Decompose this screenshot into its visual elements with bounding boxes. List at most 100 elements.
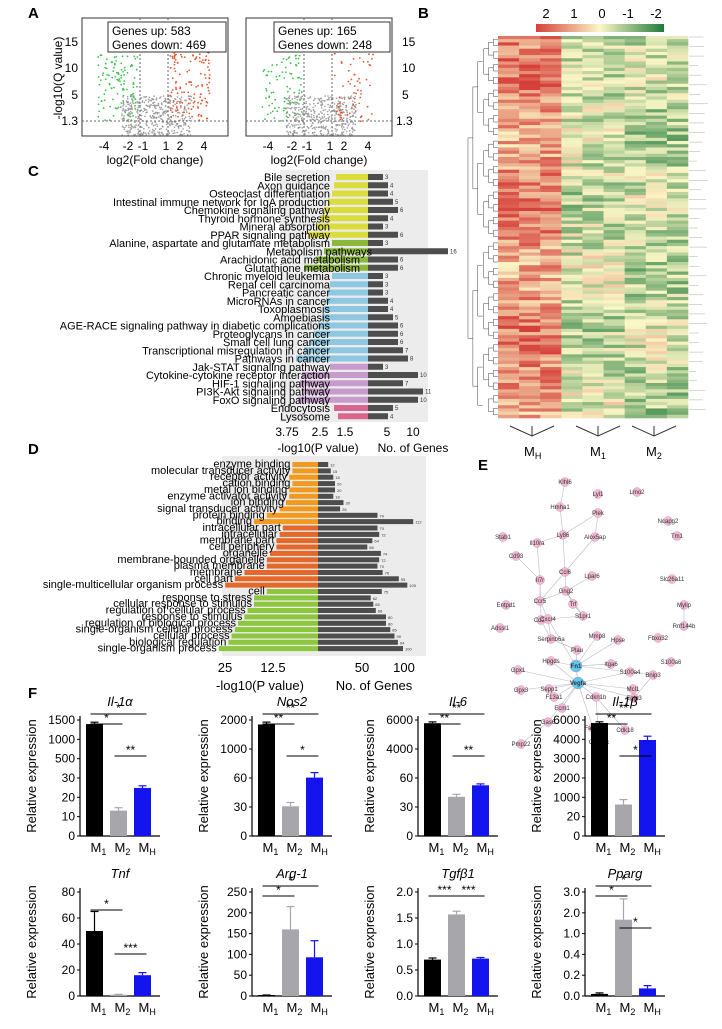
- heatmap-cell: [498, 271, 520, 276]
- network-node: Cdk18: [616, 725, 634, 735]
- volcano-point: [310, 110, 313, 112]
- heatmap-cell: [561, 322, 583, 326]
- volcano-point: [140, 132, 143, 134]
- heatmap-cell: [603, 217, 625, 221]
- heatmap-cell: [666, 414, 689, 419]
- heatmap-cell: [540, 211, 562, 215]
- volcano-point: [157, 104, 160, 106]
- heatmap-cell: [624, 293, 647, 298]
- heatmap-cell: [498, 112, 520, 116]
- heatmap-cell: [519, 382, 541, 387]
- heatmap-cell: [603, 236, 625, 241]
- network-node-label: Plau: [571, 648, 583, 654]
- volcano-point: [323, 113, 326, 116]
- volcano-point-down: [123, 80, 126, 82]
- heatmap-cell: [645, 249, 668, 253]
- volcano-point-up: [201, 83, 203, 86]
- bar-chart-bar: [424, 723, 441, 836]
- volcano-point-up: [360, 90, 362, 92]
- volcano-ylabel: -log10(Q value): [51, 37, 65, 120]
- volcano-point: [188, 127, 191, 129]
- network-node: Mmp8: [589, 631, 606, 641]
- heatmap-cell: [645, 312, 668, 317]
- heatmap-cell: [645, 262, 668, 266]
- volcano-plots: Genes up: 583 Genes down: 469 15 10 5 1.…: [51, 17, 416, 167]
- heatmap-cell: [519, 274, 541, 279]
- heatmap-cell: [666, 217, 689, 221]
- network-node-circle: [648, 670, 658, 680]
- heatmap-cell: [624, 121, 647, 126]
- volcano-point: [153, 132, 155, 134]
- heatmap-cell: [561, 249, 583, 253]
- heatmap-cell: [645, 188, 668, 193]
- bar-chart-xtick: M1: [91, 840, 107, 857]
- heatmap-cell: [624, 344, 647, 349]
- bar-chart-ytick: 1.0: [396, 937, 413, 951]
- network-node: Entpd1: [496, 600, 516, 610]
- volcano-point-down: [111, 76, 114, 79]
- heatmap-cell: [666, 382, 689, 387]
- volcano-point-up: [333, 74, 336, 77]
- heatmap-cell: [666, 405, 689, 409]
- heatmap-cell: [624, 300, 647, 304]
- heatmap-cell: [540, 255, 562, 260]
- volcano-point: [129, 105, 131, 107]
- heatmap-cell: [498, 125, 520, 129]
- heatmap-cell: [666, 156, 689, 161]
- volcano-point: [319, 101, 322, 103]
- kegg-count-bar: [368, 240, 383, 246]
- volcano-point-up: [360, 93, 362, 95]
- volcano-point-up: [189, 81, 191, 84]
- bar-chart-bar: [258, 724, 275, 836]
- heatmap-cell: [561, 411, 583, 416]
- volcano-ytick: 15: [402, 35, 416, 49]
- kegg-pval-bar: [310, 339, 368, 345]
- dendrogram-branch: [483, 48, 489, 75]
- heatmap-cell: [498, 61, 520, 65]
- bar-chart-xtick: MH: [139, 840, 156, 857]
- volcano-point: [328, 97, 331, 99]
- volcano-point-down: [104, 89, 107, 92]
- heatmap-cell: [519, 128, 541, 132]
- volcano-point: [304, 133, 306, 135]
- volcano-point-up: [171, 77, 174, 80]
- heatmap-cell: [666, 51, 689, 56]
- heatmap-cell: [519, 297, 541, 301]
- heatmap-cell: [666, 268, 689, 272]
- heatmap-cell: [582, 207, 604, 212]
- volcano-point: [128, 124, 130, 127]
- volcano-point: [288, 107, 290, 109]
- heatmap-cell: [666, 258, 689, 263]
- bar-chart-bar: [282, 929, 299, 996]
- volcano-point-up: [204, 73, 206, 76]
- volcano-point: [171, 130, 173, 132]
- heatmap-cell: [582, 411, 604, 416]
- heatmap-cell: [666, 389, 689, 393]
- heatmap-cell: [603, 297, 625, 301]
- network-node: Klhl6: [558, 477, 572, 487]
- volcano-point: [320, 107, 323, 109]
- volcano-point-up: [198, 53, 201, 56]
- heatmap-cell: [540, 112, 562, 116]
- kegg-pval-bar: [308, 231, 368, 238]
- heatmap-cell: [561, 144, 583, 148]
- heatmap-cell: [498, 370, 520, 374]
- volcano-point: [130, 104, 133, 106]
- volcano-point: [161, 118, 163, 121]
- volcano-point: [135, 116, 137, 118]
- volcano-point-down: [276, 78, 279, 81]
- heatmap-cell: [582, 408, 604, 412]
- network-edge: [562, 534, 566, 573]
- volcano-point-down: [126, 114, 129, 116]
- heatmap-cell: [498, 144, 520, 148]
- heatmap-cell: [624, 80, 647, 85]
- go-count-bar: [318, 487, 335, 493]
- volcano-point-up: [192, 101, 195, 104]
- volcano-point: [323, 127, 325, 130]
- volcano-point-up: [171, 57, 174, 60]
- volcano-point-down: [121, 55, 124, 58]
- bar-chart-ytick: 60: [400, 771, 414, 785]
- volcano-point-down: [99, 79, 102, 82]
- heatmap-cell: [561, 293, 583, 298]
- volcano-xtick: -2: [287, 139, 298, 153]
